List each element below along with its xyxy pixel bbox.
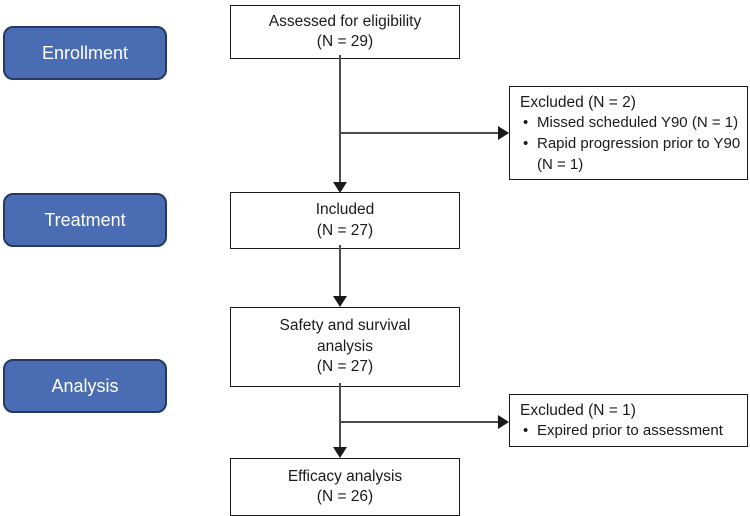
stage-label-enrollment: Enrollment bbox=[41, 42, 129, 63]
safety-count: (N = 27) bbox=[316, 358, 374, 376]
included-title: Included bbox=[315, 201, 375, 219]
stage-label-analysis: Analysis bbox=[51, 375, 119, 396]
excluded1-bullet-2: Rapid progression prior to Y90 (N = 1) bbox=[520, 134, 741, 175]
excluded-box-1: Excluded (N = 2) Missed scheduled Y90 (N… bbox=[509, 86, 748, 180]
arrowhead-down-included bbox=[333, 182, 347, 193]
excluded1-bullet-list: Missed scheduled Y90 (N = 1) Rapid progr… bbox=[520, 113, 741, 175]
arrowhead-right-excluded2 bbox=[498, 415, 509, 429]
arrowhead-right-excluded1 bbox=[498, 126, 509, 140]
excluded1-title: Excluded (N = 2) bbox=[520, 94, 636, 111]
flow-box-efficacy: Efficacy analysis (N = 26) bbox=[230, 458, 460, 516]
stage-label-treatment: Treatment bbox=[44, 209, 126, 230]
stage-pill-enrollment: Enrollment bbox=[3, 26, 167, 80]
excluded-box-2: Excluded (N = 1) Expired prior to assess… bbox=[509, 394, 748, 447]
arrowhead-down-efficacy bbox=[333, 447, 347, 458]
assessed-title: Assessed for eligibility bbox=[268, 12, 422, 30]
stage-pill-treatment: Treatment bbox=[3, 193, 167, 247]
safety-title: Safety and survival analysis bbox=[279, 317, 411, 355]
excluded2-title: Excluded (N = 1) bbox=[520, 402, 636, 419]
flow-box-assessed: Assessed for eligibility (N = 29) bbox=[230, 5, 460, 59]
arrowhead-down-safety bbox=[333, 296, 347, 307]
flow-box-safety: Safety and survival analysis (N = 27) bbox=[230, 307, 460, 387]
efficacy-title: Efficacy analysis bbox=[287, 467, 403, 485]
stage-pill-analysis: Analysis bbox=[3, 359, 167, 413]
connector-safety-to-efficacy bbox=[339, 383, 341, 447]
excluded2-bullet-1: Expired prior to assessment bbox=[520, 421, 741, 442]
excluded2-bullet-list: Expired prior to assessment bbox=[520, 421, 741, 442]
efficacy-count: (N = 26) bbox=[316, 488, 374, 505]
included-count: (N = 27) bbox=[316, 221, 374, 239]
connector-assessed-to-included bbox=[339, 55, 341, 182]
connector-branch-excluded2 bbox=[339, 421, 499, 423]
excluded1-bullet-1: Missed scheduled Y90 (N = 1) bbox=[520, 113, 741, 134]
assessed-count: (N = 29) bbox=[316, 33, 374, 50]
connector-branch-excluded1 bbox=[339, 132, 499, 134]
connector-included-to-safety bbox=[339, 245, 341, 296]
flow-box-included: Included (N = 27) bbox=[230, 192, 460, 249]
